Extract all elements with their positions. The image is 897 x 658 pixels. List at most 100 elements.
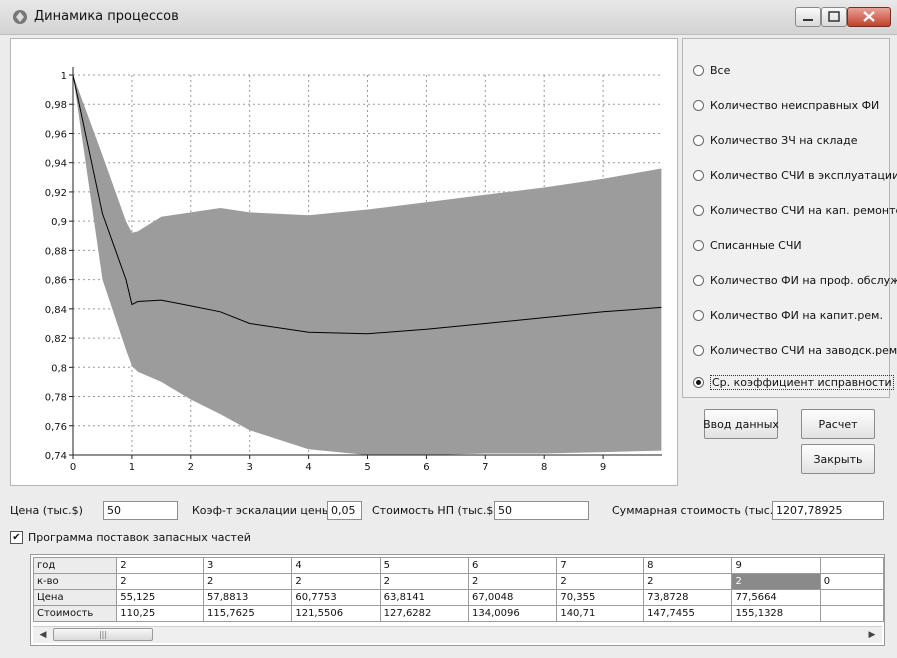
table-cell[interactable]: 2 xyxy=(379,573,470,590)
x-tick-label: 4 xyxy=(305,462,311,473)
table-cell[interactable]: 7 xyxy=(556,557,645,574)
table-cell[interactable]: 140,71 xyxy=(556,605,645,622)
x-tick-label: 7 xyxy=(482,462,488,473)
table-cell[interactable]: 55,125 xyxy=(116,589,205,606)
table-cell[interactable]: 77,5664 xyxy=(731,589,821,606)
y-tick-label: 0,88 xyxy=(45,246,67,257)
table-cell[interactable]: 9 xyxy=(731,557,821,574)
table-cell[interactable]: 63,8141 xyxy=(379,589,470,606)
scroll-thumb[interactable]: ||| xyxy=(53,628,153,641)
radio-indicator xyxy=(693,134,704,146)
table-cell[interactable]: Стоимость xyxy=(32,605,118,622)
table-cell[interactable]: 73,8728 xyxy=(643,589,733,606)
scroll-right-arrow-icon[interactable]: ▶ xyxy=(868,630,876,640)
x-tick-label: 2 xyxy=(188,462,194,473)
table-cell-selected[interactable]: 2 xyxy=(731,573,821,590)
table-cell[interactable]: 57,8813 xyxy=(203,589,293,606)
x-tick-label: 8 xyxy=(541,462,547,473)
table-cell[interactable]: 8 xyxy=(643,557,733,574)
maximize-button[interactable] xyxy=(821,7,847,27)
app-icon xyxy=(13,10,27,24)
table-cell[interactable]: 4 xyxy=(291,557,381,574)
program-checkbox-row[interactable]: ✔ Программа поставок запасных частей xyxy=(10,529,251,545)
radio-indicator xyxy=(693,376,704,388)
table-cell[interactable]: 2 xyxy=(203,573,293,590)
table-cell[interactable] xyxy=(819,589,884,606)
table-cell[interactable]: 3 xyxy=(203,557,293,574)
table-cell[interactable]: 134,0096 xyxy=(467,605,558,622)
table-cell[interactable]: 70,355 xyxy=(556,589,645,606)
radio-label: Количество СЧИ на кап. ремонте xyxy=(710,203,897,217)
table-cell[interactable]: 121,5506 xyxy=(291,605,381,622)
chart-panel: 0,74 0,76 0,78 0,8 0,82 0,84 0,86 0,88 0,9 0,92 0,… xyxy=(10,38,678,486)
table-cell[interactable]: 67,0048 xyxy=(467,589,558,606)
table-cell[interactable]: 155,1328 xyxy=(731,605,821,622)
radio-option-written-off-sci[interactable]: Списанные СЧИ xyxy=(693,237,802,253)
radio-label: Количество ФИ на капит.рем. xyxy=(710,308,883,322)
price-input[interactable]: 50 xyxy=(103,501,178,520)
scroll-left-arrow-icon[interactable]: ◀ xyxy=(39,630,47,640)
radio-option-sci-in-operation[interactable]: Количество СЧИ в эксплуатации xyxy=(693,167,897,183)
calculate-button[interactable]: Расчет xyxy=(801,409,875,439)
table-cell[interactable]: Цена xyxy=(32,589,118,606)
radio-option-all[interactable]: Все xyxy=(693,62,730,78)
table-cell[interactable] xyxy=(819,557,884,574)
table-cell[interactable]: 2 xyxy=(116,557,205,574)
minimize-button[interactable] xyxy=(795,7,821,27)
confidence-band xyxy=(73,75,662,455)
program-checkbox[interactable]: ✔ xyxy=(10,530,23,544)
radio-option-fi-capital-repair[interactable]: Количество ФИ на капит.рем. xyxy=(693,307,883,323)
radio-option-spares-in-stock[interactable]: Количество ЗЧ на складе xyxy=(693,132,858,148)
table-row-price: Цена 55,125 57,8813 60,7753 63,8141 67,0048 70… xyxy=(32,589,884,606)
table-cell[interactable]: 2 xyxy=(116,573,205,590)
radio-option-fi-maintenance[interactable]: Количество ФИ на проф. обслуж. xyxy=(693,272,897,288)
radio-label: Количество ФИ на проф. обслуж. xyxy=(710,273,897,287)
radio-option-faulty-fi[interactable]: Количество неисправных ФИ xyxy=(693,97,879,113)
np-cost-input[interactable]: 50 xyxy=(494,501,589,520)
supply-table: год 2 3 4 5 6 7 8 9 к-во 2 2 2 2 2 2 2 2 0 Цена 55,125 57,8… xyxy=(30,554,885,646)
table-cell[interactable]: 0 xyxy=(819,573,884,590)
close-button[interactable]: Закрыть xyxy=(801,444,875,474)
table-cell[interactable]: 60,7753 xyxy=(291,589,381,606)
table-cell[interactable]: 2 xyxy=(556,573,645,590)
radio-option-avg-serviceability[interactable]: Ср. коэффициент исправности xyxy=(693,374,894,390)
radio-indicator xyxy=(693,309,704,321)
table-cell[interactable]: 127,6282 xyxy=(379,605,470,622)
series-selector: Все Количество неисправных ФИ Количество… xyxy=(682,38,897,398)
mean-line xyxy=(72,74,662,335)
radio-label: Количество СЧИ в эксплуатации xyxy=(710,168,897,182)
table-cell[interactable]: 115,7625 xyxy=(203,605,293,622)
horizontal-scrollbar[interactable]: ◀ ||| ▶ xyxy=(33,626,882,643)
table-row-cost: Стоимость 110,25 115,7625 121,5506 127,6282 1… xyxy=(32,605,884,622)
minimize-icon xyxy=(803,19,813,21)
y-tick-label: 0,98 xyxy=(45,100,67,111)
table-cell[interactable]: 5 xyxy=(379,557,470,574)
table-cell[interactable] xyxy=(819,605,884,622)
table-cell[interactable]: к-во xyxy=(32,573,118,590)
table-cell[interactable]: год xyxy=(32,557,118,574)
table-cell[interactable]: 2 xyxy=(291,573,381,590)
y-tick-label: 0,86 xyxy=(45,276,67,287)
y-tick-label: 0,92 xyxy=(45,188,67,199)
escalation-input[interactable]: 0,05 xyxy=(327,501,362,520)
x-tick-label: 6 xyxy=(423,462,429,473)
x-tick-label: 0 xyxy=(70,462,76,473)
table-cell[interactable]: 2 xyxy=(643,573,733,590)
x-tick-label: 9 xyxy=(600,462,606,473)
table-cell[interactable]: 2 xyxy=(467,573,558,590)
radio-label: Ср. коэффициент исправности xyxy=(710,374,894,390)
table-cell[interactable]: 6 xyxy=(467,557,558,574)
y-tick-label: 0,74 xyxy=(45,451,67,462)
y-tick-label: 0,84 xyxy=(45,305,67,316)
total-cost-label: Суммарная стоимость (тыс.$) xyxy=(612,504,785,517)
total-cost-field[interactable]: 1207,78925 xyxy=(772,501,884,520)
table-cell[interactable]: 110,25 xyxy=(116,605,205,622)
input-data-button[interactable]: Ввод данных xyxy=(703,409,779,439)
title-bar: Динамика процессов xyxy=(0,0,897,35)
radio-option-sci-factory-repair[interactable]: Количество СЧИ на заводск.рем xyxy=(693,342,897,358)
radio-label: Количество СЧИ на заводск.рем xyxy=(710,343,897,357)
table-cell[interactable]: 147,7455 xyxy=(643,605,733,622)
close-window-button[interactable] xyxy=(847,7,891,27)
radio-option-sci-overhaul[interactable]: Количество СЧИ на кап. ремонте xyxy=(693,202,897,218)
